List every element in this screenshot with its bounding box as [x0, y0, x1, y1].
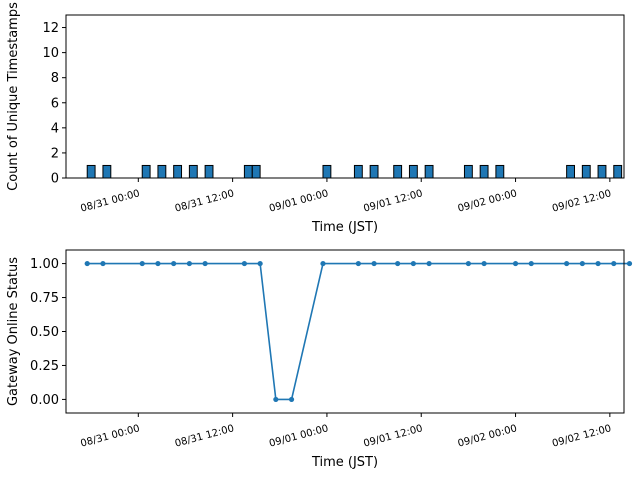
status-chart-point	[139, 260, 145, 267]
status-chart-xtick-label: 09/01 00:00	[268, 423, 330, 449]
status-chart-point	[528, 260, 534, 267]
count-chart-bar	[393, 164, 403, 179]
status-chart-ytick-label: 1.00	[30, 257, 59, 272]
count-chart-ytick-label: 12	[42, 21, 59, 36]
count-chart-bar	[597, 164, 607, 179]
count-chart-bar	[495, 164, 505, 179]
status-chart-point	[395, 260, 401, 267]
status-chart-point	[241, 260, 247, 267]
count-chart-bar	[353, 164, 363, 179]
count-chart-xtick-label: 09/02 12:00	[551, 188, 613, 214]
count-chart-bar	[86, 164, 96, 179]
count-chart-xtick-label: 09/02 00:00	[457, 188, 519, 214]
count-chart-xlabel: Time (JST)	[311, 220, 378, 235]
count-chart-bar	[566, 164, 575, 179]
count-chart-ytick-label: 10	[42, 46, 59, 61]
count-chart-bar	[141, 164, 151, 179]
count-chart-bar	[424, 164, 434, 179]
count-chart-xtick-label: 08/31 00:00	[79, 188, 141, 214]
count-chart-bar	[243, 164, 253, 179]
status-chart-point	[611, 260, 617, 267]
status-chart-point	[288, 396, 295, 403]
count-chart-ytick-label: 0	[51, 172, 59, 187]
status-chart-xtick-label: 09/01 12:00	[362, 423, 424, 449]
status-chart-point	[155, 260, 161, 267]
status-chart-series-line	[87, 262, 630, 401]
count-chart-xtick-label: 08/31 12:00	[174, 188, 236, 214]
status-chart-point	[273, 396, 279, 403]
status-chart-point	[100, 260, 106, 267]
count-chart-bar	[369, 164, 379, 179]
status-chart-point	[481, 260, 487, 267]
count-chart-ylabel: Count of Unique Timestamps	[6, 2, 21, 191]
count-chart-ytick-label: 4	[51, 121, 59, 136]
status-chart-point	[426, 260, 432, 267]
status-chart-point	[465, 260, 471, 267]
status-chart-point	[257, 260, 263, 267]
status-chart-xtick-label: 08/31 12:00	[174, 423, 236, 449]
count-chart-bar	[479, 164, 489, 179]
status-chart-point	[84, 260, 90, 267]
status-chart-ytick-label: 0.00	[30, 393, 59, 408]
status-chart-point	[355, 260, 361, 267]
status-chart-xtick-label: 08/31 00:00	[79, 423, 141, 449]
status-chart-point	[626, 260, 633, 267]
status-chart-point	[579, 260, 585, 267]
status-chart-point	[320, 260, 326, 267]
count-chart-bar	[251, 164, 261, 179]
count-chart-bar	[613, 164, 623, 179]
count-chart-ytick-label: 6	[51, 96, 59, 111]
count-chart-bar	[322, 164, 332, 179]
status-chart-point	[512, 260, 519, 267]
status-chart-point	[564, 260, 570, 267]
count-chart-xtick-label: 09/01 00:00	[268, 188, 330, 214]
count-chart-bar	[102, 164, 112, 179]
status-chart-xlabel: Time (JST)	[311, 455, 378, 470]
count-chart-ytick-label: 2	[51, 146, 59, 161]
count-chart-ytick-label: 8	[51, 71, 59, 86]
status-chart-ytick-label: 0.75	[30, 291, 59, 306]
count-chart-xtick-label: 09/01 12:00	[362, 188, 424, 214]
count-chart-bar	[408, 164, 418, 179]
count-chart-bar	[188, 164, 198, 179]
status-chart-xtick-label: 09/02 00:00	[457, 423, 519, 449]
count-chart-bar	[173, 164, 183, 179]
status-chart-point	[595, 260, 601, 267]
status-chart-point	[186, 260, 192, 267]
count-chart-axes-frame	[65, 14, 625, 179]
status-chart-ylabel: Gateway Online Status	[6, 257, 21, 406]
status-chart-ytick-label: 0.25	[30, 359, 59, 374]
status-chart-xtick-label: 09/02 12:00	[551, 423, 613, 449]
status-chart-point	[410, 260, 416, 267]
status-chart-point	[171, 260, 177, 267]
count-chart-bar	[204, 164, 214, 179]
status-chart-ytick-label: 0.50	[30, 325, 59, 340]
count-chart-bar	[581, 164, 591, 179]
count-chart-bar	[463, 164, 473, 179]
status-chart-axes-frame	[65, 249, 625, 414]
count-chart-bar	[157, 164, 167, 179]
status-chart-point	[371, 260, 377, 267]
status-chart-point	[202, 260, 208, 267]
